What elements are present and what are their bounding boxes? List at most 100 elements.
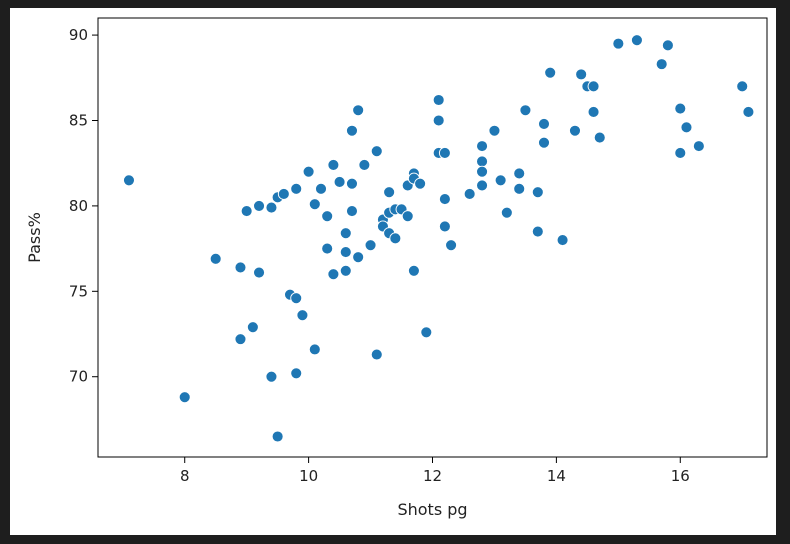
y-tick-label: 85	[69, 111, 88, 129]
data-point	[364, 239, 377, 252]
data-point	[544, 66, 557, 79]
data-point	[476, 140, 489, 153]
data-point	[277, 187, 290, 200]
data-point	[438, 193, 451, 206]
data-point	[290, 292, 303, 305]
data-point	[513, 182, 526, 195]
data-point	[414, 177, 427, 190]
data-point	[358, 158, 371, 171]
y-axis-ticks: 70 75 80 85 90	[69, 26, 98, 386]
data-point	[352, 104, 365, 117]
data-point	[438, 220, 451, 233]
x-axis-label: Shots pg	[397, 500, 467, 519]
data-point	[531, 225, 544, 238]
data-point	[476, 165, 489, 178]
data-point	[308, 343, 321, 356]
data-point	[407, 264, 420, 277]
data-point	[692, 140, 705, 153]
data-point	[389, 232, 402, 245]
data-point	[321, 242, 334, 255]
data-point	[488, 124, 501, 137]
data-point	[593, 131, 606, 144]
data-point	[302, 165, 315, 178]
data-point	[346, 205, 358, 217]
data-point	[327, 158, 340, 171]
data-point	[401, 210, 414, 223]
data-point	[630, 34, 643, 47]
plot-area-frame	[97, 17, 768, 458]
data-point	[290, 182, 303, 195]
data-point	[680, 121, 693, 134]
data-point	[265, 201, 278, 214]
data-point	[494, 174, 507, 187]
data-point	[123, 174, 135, 187]
data-point	[674, 146, 687, 159]
data-point	[538, 117, 550, 130]
chart-figure: 8 10 12 14 16 70 75 80 85 90 Shots pg Pass%	[10, 8, 776, 535]
y-tick-label: 70	[69, 368, 88, 386]
data-point	[420, 326, 433, 339]
data-point	[370, 145, 383, 158]
data-point	[271, 430, 284, 443]
scatter-chart: 8 10 12 14 16 70 75 80 85 90 Shots pg Pass%	[25, 17, 768, 519]
data-point	[290, 367, 303, 380]
data-point	[513, 167, 526, 180]
x-tick-label: 10	[299, 467, 318, 485]
data-point	[265, 370, 278, 383]
data-point	[438, 146, 451, 159]
data-point	[321, 210, 334, 223]
y-tick-label: 80	[69, 197, 88, 215]
data-point	[234, 261, 247, 274]
data-point	[476, 155, 489, 168]
y-tick-label: 90	[69, 26, 88, 44]
data-point	[538, 136, 550, 149]
data-point	[742, 105, 755, 118]
data-point	[463, 187, 476, 200]
data-point	[296, 309, 309, 322]
data-point	[432, 114, 445, 127]
data-point	[587, 105, 600, 118]
y-tick-label: 75	[69, 282, 88, 300]
data-point	[556, 234, 569, 247]
data-point	[253, 199, 266, 212]
data-point	[234, 333, 247, 346]
data-point	[333, 176, 346, 188]
data-point	[383, 186, 396, 199]
data-point	[346, 177, 358, 190]
data-point	[531, 186, 544, 199]
data-point	[575, 68, 588, 81]
data-point	[346, 124, 358, 137]
data-point	[178, 391, 191, 404]
data-point	[339, 246, 352, 258]
data-point	[240, 205, 253, 217]
data-point	[500, 206, 513, 219]
x-tick-label: 16	[671, 467, 690, 485]
x-tick-label: 12	[423, 467, 442, 485]
data-point	[315, 182, 327, 195]
data-point	[569, 124, 581, 137]
data-point	[476, 179, 489, 192]
data-point	[209, 252, 222, 265]
x-tick-label: 8	[180, 467, 190, 485]
data-point	[445, 239, 458, 252]
data-point	[339, 264, 352, 277]
data-point	[612, 37, 625, 50]
data-point	[352, 251, 365, 264]
y-axis-label: Pass%	[25, 212, 44, 263]
data-point	[736, 80, 749, 93]
points-layer	[123, 34, 755, 443]
data-point	[253, 266, 266, 279]
data-point	[246, 321, 259, 334]
data-point	[587, 80, 600, 93]
data-point	[519, 104, 532, 117]
data-point	[655, 58, 668, 71]
data-point	[339, 227, 352, 240]
data-point	[370, 348, 383, 361]
data-point	[674, 102, 687, 115]
data-point	[661, 39, 674, 52]
data-point	[308, 198, 321, 211]
data-point	[327, 268, 340, 281]
x-axis-ticks: 8 10 12 14 16	[180, 457, 690, 485]
data-point	[432, 94, 445, 106]
x-tick-label: 14	[547, 467, 566, 485]
